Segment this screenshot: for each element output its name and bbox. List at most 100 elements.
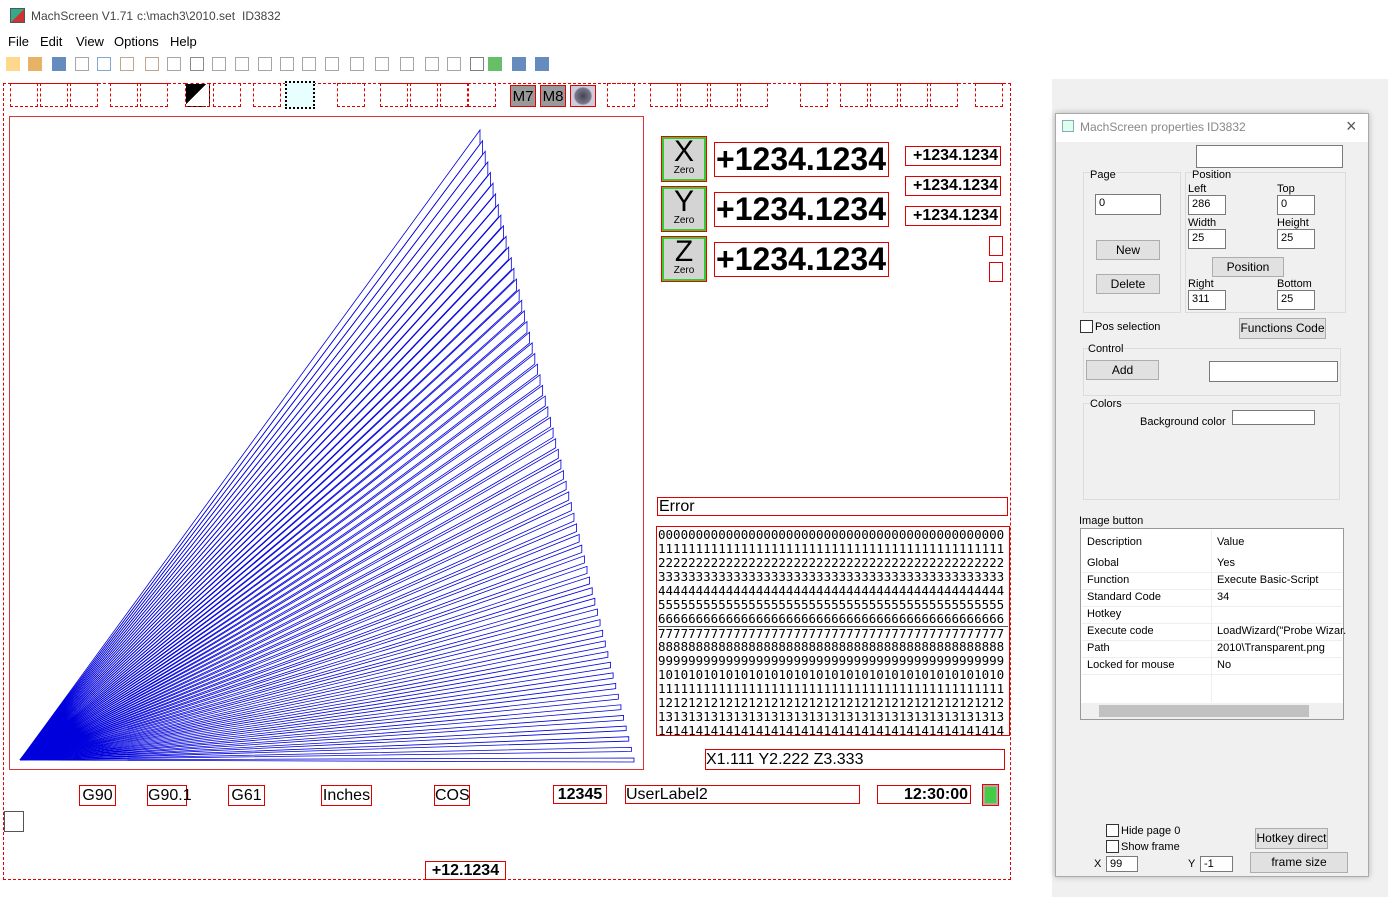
toolpath-line: [19, 278, 517, 761]
toolpath-line: [19, 533, 580, 761]
toolbar-button[interactable]: [488, 57, 502, 71]
placeholder-box: [253, 83, 281, 107]
placeholder-box: [110, 83, 138, 107]
image-button[interactable]: [185, 83, 210, 107]
color-swatch[interactable]: [1232, 410, 1315, 425]
toolpath-line: [19, 501, 572, 761]
colors-group: [1083, 403, 1340, 500]
control-group: [1083, 348, 1341, 396]
toolbar-button[interactable]: [235, 57, 249, 71]
toolpath-line: [19, 405, 549, 761]
column-divider: [1211, 530, 1212, 702]
status-led: [982, 784, 999, 806]
toolbar-button[interactable]: [280, 57, 294, 71]
toolpath-line: [19, 619, 601, 761]
placeholder-box: [740, 83, 768, 107]
page-combo[interactable]: 0: [1095, 194, 1161, 215]
properties-title: MachScreen properties: [1080, 120, 1205, 134]
toolbar-button[interactable]: [97, 57, 111, 71]
toolbar-button[interactable]: [400, 57, 414, 71]
toolbar-button[interactable]: [6, 57, 20, 71]
add-button[interactable]: Add: [1086, 360, 1159, 380]
property-value: LoadWizard("Probe Wizar.: [1217, 625, 1347, 637]
hide-checkbox[interactable]: [1106, 824, 1119, 837]
toolbar-button[interactable]: [302, 57, 316, 71]
pos-checkbox[interactable]: [1080, 320, 1093, 333]
toolpath-line: [19, 597, 596, 761]
led: [989, 236, 1003, 256]
toolbar-button[interactable]: [447, 57, 461, 71]
toolbar-button[interactable]: [28, 57, 42, 71]
close-button[interactable]: ×: [1346, 116, 1357, 136]
frame-checkbox[interactable]: [1106, 840, 1119, 853]
toolbar-button[interactable]: [425, 57, 439, 71]
status-label: G90.1: [147, 785, 192, 806]
toolbar-button[interactable]: [325, 57, 339, 71]
field-label: Height: [1277, 217, 1309, 229]
field-input[interactable]: 25: [1277, 229, 1315, 249]
small-dro: +1234.1234: [905, 206, 1001, 226]
toggle-button[interactable]: M8: [540, 85, 566, 107]
menu-item[interactable]: View: [76, 34, 104, 49]
axis-letter: Y: [673, 185, 694, 218]
control-combo[interactable]: [1209, 361, 1338, 382]
zero-button[interactable]: X Zero: [661, 135, 707, 182]
toolpath-line: [19, 555, 585, 761]
bottom-dro: +12.1234: [425, 861, 506, 880]
toolpath-line: [19, 352, 536, 761]
menu-item[interactable]: Help: [170, 34, 197, 49]
toolpath-frame: [9, 116, 644, 770]
menu-item[interactable]: File: [8, 34, 29, 49]
field-label: Right: [1188, 278, 1214, 290]
toolbar-button[interactable]: [212, 57, 226, 71]
name-field[interactable]: [1196, 145, 1343, 168]
field-label: Top: [1277, 183, 1295, 195]
selected-control[interactable]: [285, 81, 315, 109]
toolpath-line: [19, 192, 497, 761]
toolpath: [19, 128, 635, 763]
toolbar-button[interactable]: [512, 57, 526, 71]
toolbar-button[interactable]: [145, 57, 159, 71]
field-input[interactable]: 0: [1277, 195, 1315, 215]
functions-code-button[interactable]: Functions Code: [1239, 318, 1326, 339]
app-icon: [10, 8, 25, 23]
placeholder-box: [800, 83, 828, 107]
toolbar-button[interactable]: [375, 57, 389, 71]
toolpath-line: [19, 523, 577, 761]
stop-button[interactable]: [570, 85, 596, 107]
toolbar-button[interactable]: [75, 57, 89, 71]
property-name: Hotkey: [1087, 608, 1122, 620]
toolbar-button[interactable]: [350, 57, 364, 71]
field-input[interactable]: 311: [1188, 290, 1226, 310]
frame-size-button[interactable]: frame size: [1250, 852, 1348, 873]
placeholder-box: [70, 83, 98, 107]
hotkey-button[interactable]: Hotkey direct: [1255, 828, 1328, 849]
x-input[interactable]: 99: [1106, 856, 1138, 872]
toolbar-button[interactable]: [167, 57, 181, 71]
property-name: Function: [1087, 574, 1130, 586]
show-frame-label: Show frame: [1121, 841, 1180, 853]
field-input[interactable]: 25: [1188, 229, 1226, 249]
toolbar-button[interactable]: [52, 57, 66, 71]
toggle-button[interactable]: M7: [510, 85, 536, 107]
field-input[interactable]: 286: [1188, 195, 1226, 215]
toolbar-button[interactable]: [120, 57, 134, 71]
delete-button[interactable]: Delete: [1096, 274, 1160, 294]
toolbar-button[interactable]: [470, 57, 484, 71]
position-button[interactable]: Position: [1212, 257, 1284, 277]
gcode-box: [656, 526, 1010, 736]
field-input[interactable]: 25: [1277, 290, 1315, 310]
hide-page-label: Hide page 0: [1121, 825, 1181, 837]
toolbar-button[interactable]: [535, 57, 549, 71]
menu-item[interactable]: Options: [114, 34, 159, 49]
toolbar-button[interactable]: [190, 57, 204, 71]
zero-button[interactable]: Z Zero: [661, 235, 707, 282]
new-button[interactable]: New: [1096, 240, 1160, 260]
property-value: No: [1217, 659, 1232, 671]
scroll-thumb[interactable]: [1099, 705, 1309, 717]
small-dro: +1234.1234: [905, 176, 1001, 196]
menu-item[interactable]: Edit: [40, 34, 63, 49]
y-input[interactable]: -1: [1200, 856, 1233, 872]
toolbar-button[interactable]: [258, 57, 272, 71]
zero-button[interactable]: Y Zero: [661, 185, 707, 232]
